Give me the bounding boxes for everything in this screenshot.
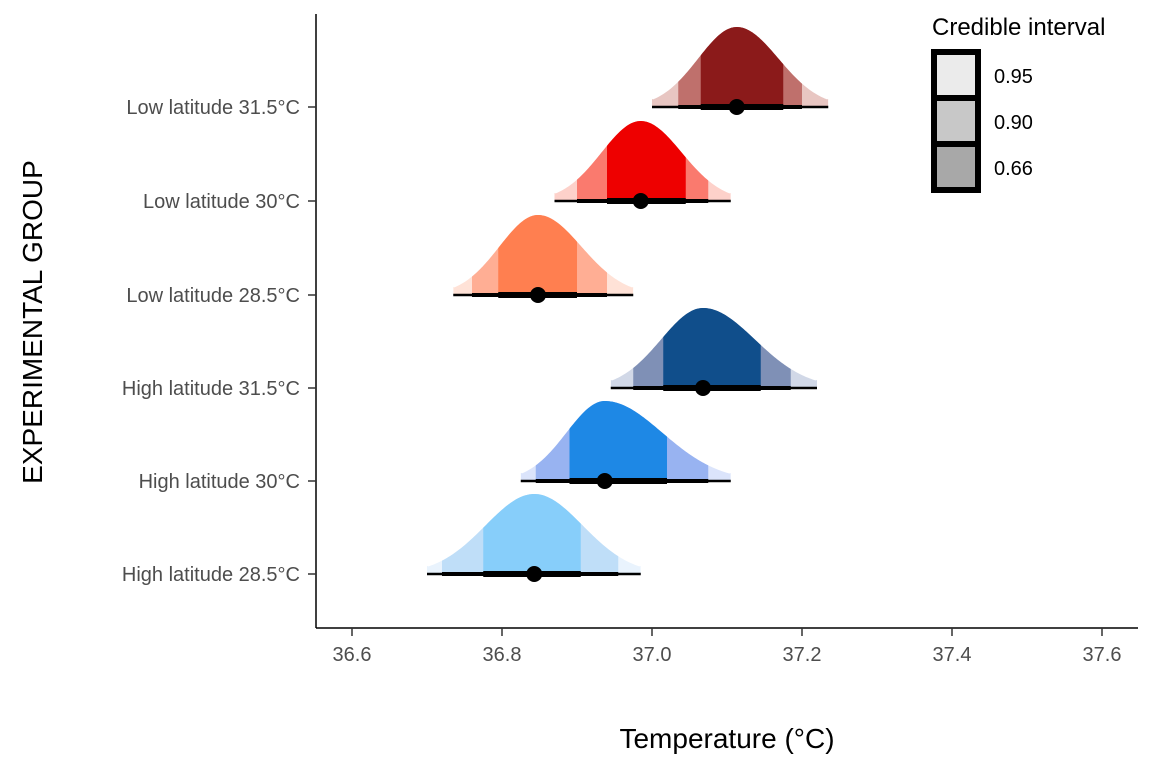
median-point [728, 99, 745, 115]
x-tick-label: 36.6 [333, 644, 372, 666]
plot-area [427, 27, 829, 582]
y-axis-title: EXPERIMENTAL GROUP [17, 160, 48, 484]
median-point [632, 193, 649, 209]
median-point [596, 473, 613, 489]
x-tick-label: 37.0 [633, 644, 672, 666]
x-tick-label: 36.8 [483, 644, 522, 666]
median-point [526, 566, 543, 582]
legend-label: 0.90 [994, 112, 1033, 134]
y-tick-label: High latitude 28.5°C [122, 564, 300, 586]
y-tick-label: High latitude 31.5°C [122, 378, 300, 400]
median-point [695, 380, 711, 396]
legend-title: Credible interval [932, 14, 1105, 41]
x-axis-title: Temperature (°C) [619, 723, 834, 754]
x-tick-label: 37.6 [1083, 644, 1122, 666]
legend-swatch [931, 49, 981, 101]
series-6 [427, 494, 641, 582]
density-band-66 [483, 494, 581, 574]
series-1 [652, 27, 829, 115]
y-tick-label: Low latitude 28.5°C [126, 285, 300, 307]
density-band-66 [498, 215, 577, 295]
series-3 [453, 215, 634, 303]
density-band-66 [663, 308, 761, 388]
y-tick-label: High latitude 30°C [139, 471, 300, 493]
median-point [530, 287, 546, 303]
density-band-66 [607, 121, 686, 201]
y-ticks: Low latitude 31.5°C Low latitude 30°C Low … [122, 97, 316, 586]
series-4 [610, 308, 817, 396]
y-tick-label: Low latitude 31.5°C [126, 97, 300, 119]
density-band-66 [569, 401, 667, 481]
x-ticks: 36.6 36.8 37.0 37.2 37.4 37.6 [333, 628, 1122, 666]
density-band-66 [700, 27, 784, 107]
series-5 [520, 401, 731, 489]
legend: Credible interval 0.95 0.90 0.66 [931, 14, 1105, 193]
legend-swatch [931, 95, 981, 147]
legend-label: 0.66 [994, 158, 1033, 180]
legend-label: 0.95 [994, 66, 1033, 88]
x-tick-label: 37.2 [783, 644, 822, 666]
y-tick-label: Low latitude 30°C [143, 191, 300, 213]
legend-swatch [931, 141, 981, 193]
series-2 [554, 121, 731, 209]
x-tick-label: 37.4 [933, 644, 972, 666]
